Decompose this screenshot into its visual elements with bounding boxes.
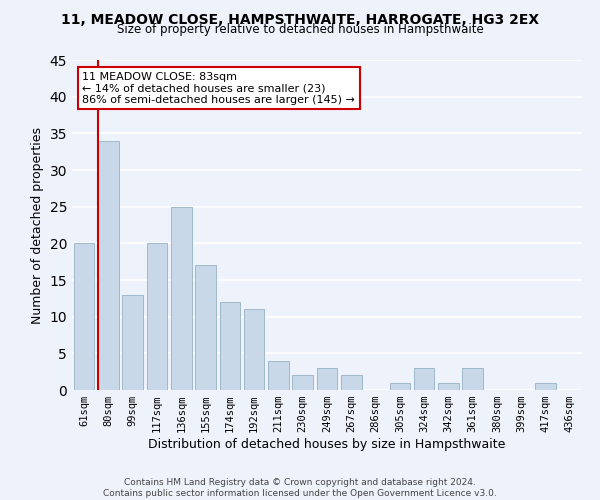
- Bar: [195, 266, 216, 390]
- Bar: [74, 244, 94, 390]
- Bar: [220, 302, 240, 390]
- Bar: [414, 368, 434, 390]
- Bar: [146, 244, 167, 390]
- Text: 11 MEADOW CLOSE: 83sqm
← 14% of detached houses are smaller (23)
86% of semi-det: 11 MEADOW CLOSE: 83sqm ← 14% of detached…: [82, 72, 355, 105]
- Bar: [268, 360, 289, 390]
- Y-axis label: Number of detached properties: Number of detached properties: [31, 126, 44, 324]
- Bar: [438, 382, 459, 390]
- Text: Contains HM Land Registry data © Crown copyright and database right 2024.
Contai: Contains HM Land Registry data © Crown c…: [103, 478, 497, 498]
- Text: Size of property relative to detached houses in Hampsthwaite: Size of property relative to detached ho…: [116, 22, 484, 36]
- Bar: [122, 294, 143, 390]
- Text: 11, MEADOW CLOSE, HAMPSTHWAITE, HARROGATE, HG3 2EX: 11, MEADOW CLOSE, HAMPSTHWAITE, HARROGAT…: [61, 12, 539, 26]
- Bar: [463, 368, 483, 390]
- Bar: [389, 382, 410, 390]
- Bar: [244, 310, 265, 390]
- Bar: [317, 368, 337, 390]
- Bar: [535, 382, 556, 390]
- Bar: [292, 376, 313, 390]
- Bar: [341, 376, 362, 390]
- Bar: [98, 140, 119, 390]
- Bar: [171, 206, 191, 390]
- X-axis label: Distribution of detached houses by size in Hampsthwaite: Distribution of detached houses by size …: [148, 438, 506, 451]
